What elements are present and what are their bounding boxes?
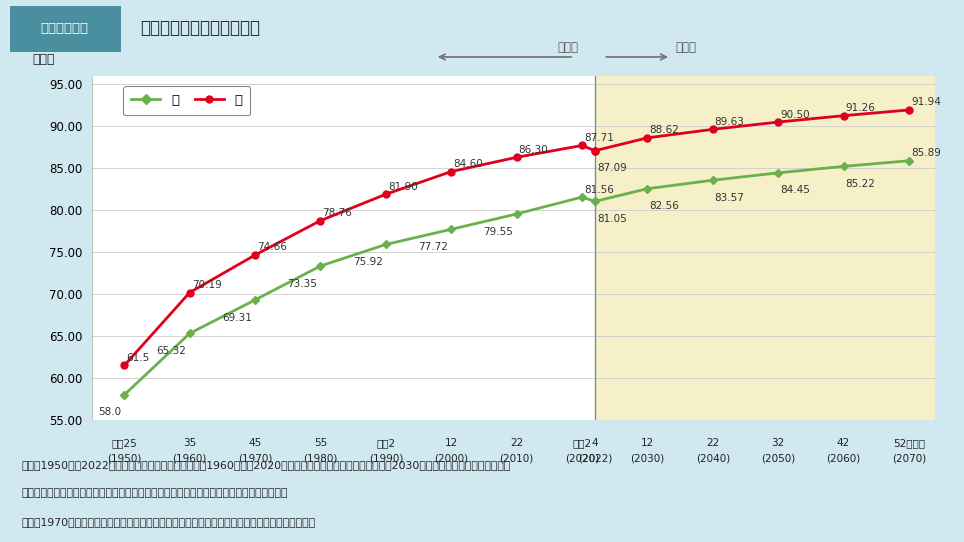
Text: 推計値: 推計値 <box>675 41 696 54</box>
Bar <box>595 76 935 420</box>
Text: 55: 55 <box>314 438 327 448</box>
Text: 78.76: 78.76 <box>322 208 352 218</box>
Text: 87.71: 87.71 <box>584 133 614 143</box>
Text: 74.66: 74.66 <box>257 242 287 253</box>
Text: 85.22: 85.22 <box>845 179 875 189</box>
Text: 84.45: 84.45 <box>780 185 810 196</box>
Text: 86.30: 86.30 <box>519 145 549 155</box>
Text: 87.09: 87.09 <box>597 163 627 173</box>
Text: 81.56: 81.56 <box>584 185 614 195</box>
Text: (1960): (1960) <box>173 454 207 463</box>
Text: 問題研究所「日本の将来推計人口（令和５年推計）」の死亡中位仮定による推計結果: 問題研究所「日本の将来推計人口（令和５年推計）」の死亡中位仮定による推計結果 <box>21 488 287 498</box>
Text: 35: 35 <box>183 438 197 448</box>
Text: 69.31: 69.31 <box>222 313 252 322</box>
Text: 77.72: 77.72 <box>418 242 448 252</box>
Text: (2040): (2040) <box>696 454 730 463</box>
Text: (2050): (2050) <box>761 454 795 463</box>
Text: 52（年）: 52（年） <box>893 438 924 448</box>
Text: 88.62: 88.62 <box>650 125 680 136</box>
Text: 令和2: 令和2 <box>573 438 592 448</box>
Text: 資料：1950年、2022年は厚生労働省「簡易生命表」、1960年から2020年までは厚生労働省「完全生命表」、2030年以降は、国立社会保障・人口: 資料：1950年、2022年は厚生労働省「簡易生命表」、1960年から2020年… <box>21 460 511 470</box>
Text: 85.89: 85.89 <box>911 148 941 158</box>
Text: 89.63: 89.63 <box>714 117 744 127</box>
Text: (2000): (2000) <box>434 454 469 463</box>
Legend: 男, 女: 男, 女 <box>123 86 251 115</box>
Text: 65.32: 65.32 <box>156 346 186 356</box>
Text: 22: 22 <box>707 438 719 448</box>
Text: (2022): (2022) <box>577 454 612 463</box>
Text: 22: 22 <box>510 438 523 448</box>
Text: 91.26: 91.26 <box>845 103 875 113</box>
Text: 90.50: 90.50 <box>780 109 810 120</box>
Text: (2060): (2060) <box>826 454 861 463</box>
Text: (1990): (1990) <box>368 454 403 463</box>
Text: 75.92: 75.92 <box>353 257 383 267</box>
Text: 58.0: 58.0 <box>98 408 121 417</box>
Text: 42: 42 <box>837 438 850 448</box>
Text: 平均寿命の推移と将来推計: 平均寿命の推移と将来推計 <box>140 20 259 37</box>
Text: （注）1970年以前は沖縄県を除く値である。０歳時点における平均余命が「平均寿命」である。: （注）1970年以前は沖縄県を除く値である。０歳時点における平均余命が「平均寿命… <box>21 517 315 527</box>
Text: (1970): (1970) <box>238 454 272 463</box>
Text: 61.5: 61.5 <box>126 353 149 363</box>
Text: 平成2: 平成2 <box>376 438 395 448</box>
Text: (2070): (2070) <box>892 454 926 463</box>
Text: 82.56: 82.56 <box>650 201 680 211</box>
Text: 81.90: 81.90 <box>388 182 417 192</box>
Text: 91.94: 91.94 <box>911 98 941 107</box>
Text: (2020): (2020) <box>565 454 599 463</box>
Text: (2030): (2030) <box>630 454 664 463</box>
Text: 79.55: 79.55 <box>484 227 513 236</box>
Text: 12: 12 <box>641 438 654 448</box>
Text: 昭和25: 昭和25 <box>112 438 137 448</box>
Text: 12: 12 <box>444 438 458 448</box>
Text: 45: 45 <box>249 438 261 448</box>
Text: (2010): (2010) <box>499 454 534 463</box>
Text: （年）: （年） <box>33 53 55 66</box>
Text: 70.19: 70.19 <box>192 280 222 290</box>
Text: (1980): (1980) <box>304 454 337 463</box>
Text: 実績値: 実績値 <box>557 41 578 54</box>
Text: 4: 4 <box>592 438 599 448</box>
Text: (1950): (1950) <box>107 454 142 463</box>
Text: 83.57: 83.57 <box>714 193 744 203</box>
Text: 73.35: 73.35 <box>287 279 317 288</box>
Text: 84.60: 84.60 <box>453 159 483 169</box>
FancyBboxPatch shape <box>10 6 120 53</box>
Text: 81.05: 81.05 <box>597 214 627 224</box>
Text: 図１－１－４: 図１－１－４ <box>40 22 89 35</box>
Text: 32: 32 <box>771 438 785 448</box>
